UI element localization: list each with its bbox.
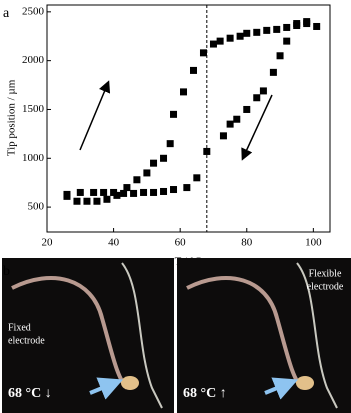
marker xyxy=(253,94,261,102)
marker xyxy=(313,22,321,30)
marker xyxy=(283,37,291,45)
marker xyxy=(216,37,224,45)
y-axis-label: Tip position / µm xyxy=(6,79,18,156)
marker xyxy=(160,187,168,195)
marker xyxy=(219,132,227,140)
marker xyxy=(273,25,281,33)
caption: 68 °C ↓ xyxy=(8,386,52,401)
marker xyxy=(203,147,211,155)
marker xyxy=(236,32,244,40)
marker xyxy=(226,120,234,128)
y-tick-label: 2000 xyxy=(22,54,45,66)
marker xyxy=(93,197,101,205)
marker xyxy=(120,189,128,197)
photo-label: electrode xyxy=(8,335,45,346)
marker xyxy=(103,195,111,203)
marker xyxy=(63,190,71,198)
tip xyxy=(296,376,314,390)
electrode xyxy=(11,276,129,390)
electrode xyxy=(296,262,338,409)
marker xyxy=(183,184,191,192)
arrow xyxy=(264,377,299,400)
marker xyxy=(143,169,151,177)
photo xyxy=(177,258,351,413)
marker xyxy=(243,29,251,37)
arrow xyxy=(241,94,273,161)
marker xyxy=(180,88,188,96)
marker xyxy=(189,66,197,74)
marker xyxy=(150,188,158,196)
x-tick-label: 20 xyxy=(42,237,54,249)
panel-label: a xyxy=(3,6,10,21)
marker xyxy=(133,176,141,184)
marker xyxy=(90,188,98,196)
y-tick-label: 1000 xyxy=(22,152,45,164)
marker xyxy=(140,188,148,196)
photo-label: Fixed xyxy=(8,322,31,333)
arrow xyxy=(79,80,111,151)
y-tick-label: 2500 xyxy=(22,5,45,17)
marker xyxy=(226,34,234,42)
marker xyxy=(73,197,81,205)
marker xyxy=(283,23,291,31)
marker xyxy=(170,110,178,118)
x-tick-label: 40 xyxy=(108,237,120,249)
photo-label: Flexible xyxy=(309,268,342,279)
marker xyxy=(263,26,271,34)
marker xyxy=(259,87,267,95)
y-tick-label: 500 xyxy=(28,201,45,213)
marker xyxy=(243,105,251,113)
marker xyxy=(276,52,284,60)
marker xyxy=(123,184,131,192)
marker xyxy=(209,40,217,48)
marker xyxy=(110,188,118,196)
x-tick-label: 60 xyxy=(175,237,187,249)
marker xyxy=(269,68,277,76)
photo-label: electrode xyxy=(307,281,344,292)
marker xyxy=(76,188,84,196)
electrode xyxy=(186,276,304,390)
panel-label: b xyxy=(3,264,10,279)
marker xyxy=(233,115,241,123)
marker xyxy=(130,189,138,197)
marker xyxy=(100,188,108,196)
marker xyxy=(253,28,261,36)
photo xyxy=(2,258,174,413)
y-tick-label: 1500 xyxy=(22,103,45,115)
marker xyxy=(160,154,168,162)
marker xyxy=(303,18,311,26)
marker xyxy=(166,140,174,148)
plot-frame xyxy=(46,4,331,233)
marker xyxy=(193,174,201,182)
x-tick-label: 100 xyxy=(305,237,322,249)
marker xyxy=(150,159,158,167)
marker xyxy=(199,49,207,57)
tip xyxy=(121,376,139,390)
arrow xyxy=(89,377,124,400)
caption: 68 °C ↑ xyxy=(183,386,227,401)
marker xyxy=(293,20,301,28)
marker xyxy=(83,197,91,205)
electrode xyxy=(121,262,163,409)
marker xyxy=(170,186,178,194)
x-tick-label: 80 xyxy=(241,237,253,249)
